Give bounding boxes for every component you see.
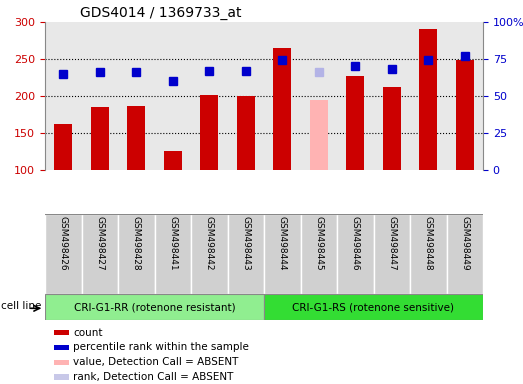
Text: GSM498447: GSM498447 (387, 217, 396, 271)
Bar (82, 214, 118, 294)
Bar (310, 100, 328, 170)
Text: percentile rank within the sample: percentile rank within the sample (73, 342, 249, 352)
Bar (301, 214, 337, 294)
Bar (54, 124, 72, 170)
Bar (45, 214, 82, 294)
Text: GSM498441: GSM498441 (168, 217, 177, 271)
Text: GSM498443: GSM498443 (241, 217, 250, 271)
Bar (164, 151, 182, 170)
Bar (191, 214, 228, 294)
Bar (127, 106, 145, 170)
Text: GSM498448: GSM498448 (424, 217, 433, 271)
Bar (154, 214, 191, 294)
Text: GSM498427: GSM498427 (95, 217, 104, 271)
Text: GSM498442: GSM498442 (204, 217, 214, 271)
Text: value, Detection Call = ABSENT: value, Detection Call = ABSENT (73, 357, 239, 367)
Bar (337, 214, 373, 294)
Bar (273, 48, 291, 170)
Bar (410, 214, 447, 294)
Bar (264, 294, 483, 320)
Text: GSM498428: GSM498428 (132, 217, 141, 271)
Bar (54, 345, 69, 350)
Text: cell line: cell line (1, 301, 41, 311)
Bar (90, 107, 109, 170)
Text: GSM498426: GSM498426 (59, 217, 68, 271)
Bar (45, 294, 264, 320)
Bar (346, 76, 365, 170)
Bar (236, 96, 255, 170)
Text: count: count (73, 328, 103, 338)
Text: rank, Detection Call = ABSENT: rank, Detection Call = ABSENT (73, 372, 234, 382)
Bar (54, 360, 69, 365)
Bar (200, 95, 219, 170)
Bar (118, 214, 154, 294)
Text: CRI-G1-RR (rotenone resistant): CRI-G1-RR (rotenone resistant) (74, 302, 235, 312)
Text: CRI-G1-RS (rotenone sensitive): CRI-G1-RS (rotenone sensitive) (292, 302, 454, 312)
Bar (456, 61, 474, 170)
Text: GSM498444: GSM498444 (278, 217, 287, 271)
Bar (228, 214, 264, 294)
Bar (264, 214, 301, 294)
Text: GSM498449: GSM498449 (460, 217, 469, 271)
Bar (383, 87, 401, 170)
Bar (54, 330, 69, 336)
Text: GSM498446: GSM498446 (351, 217, 360, 271)
Bar (419, 30, 437, 170)
Bar (54, 374, 69, 380)
Bar (373, 214, 410, 294)
Text: GDS4014 / 1369733_at: GDS4014 / 1369733_at (80, 6, 242, 20)
Bar (447, 214, 483, 294)
Text: GSM498445: GSM498445 (314, 217, 323, 271)
